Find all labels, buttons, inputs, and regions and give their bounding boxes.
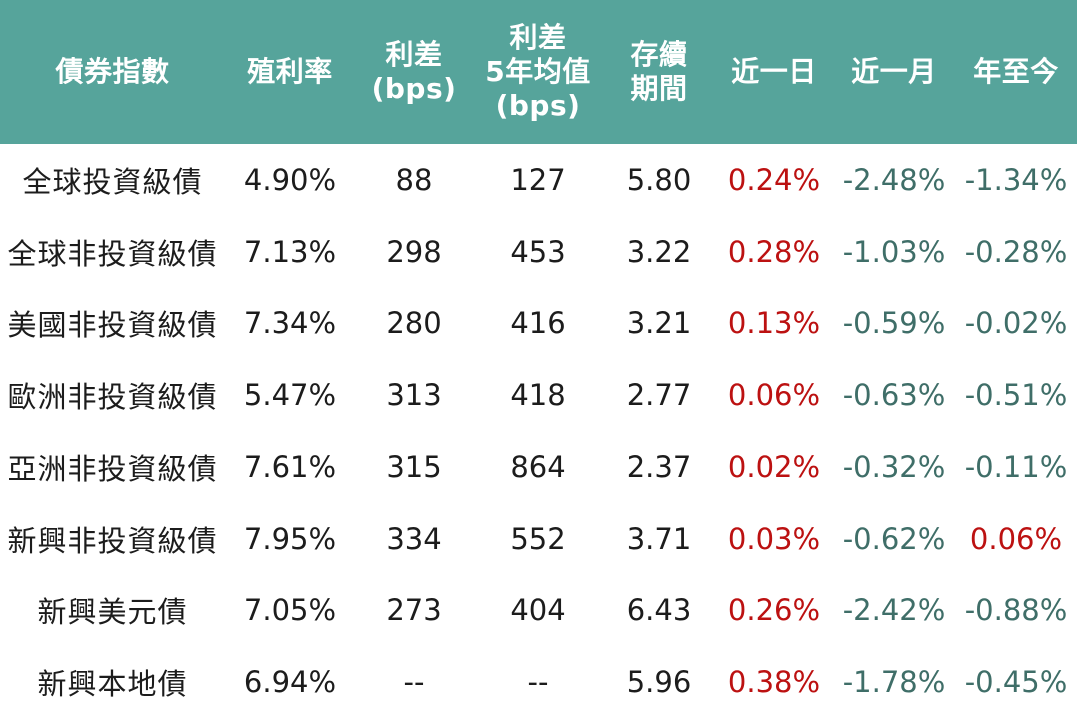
table-body: 全球投資級債 4.90% 88 127 5.80 0.24% -2.48% -1.34% 全球非… [0, 144, 1077, 718]
return-ytd-cell: 0.06% [969, 521, 1063, 556]
index-name-cell: 新興非投資級債 [7, 523, 218, 558]
spread-5y-avg-bps-cell: 864 [510, 449, 566, 484]
spread-5y-avg-bps-cell: -- [527, 665, 549, 700]
duration-cell: 5.80 [626, 162, 692, 197]
column-header-duration: 存續 期間 [603, 0, 715, 144]
column-header-spread-5y-avg-bps: 利差 5年均值 (bps) [473, 0, 603, 144]
table-row: 全球投資級債 4.90% 88 127 5.80 0.24% -2.48% -1.34% [0, 144, 1077, 216]
spread-5y-avg-bps-cell: 127 [510, 162, 566, 197]
table-row: 全球非投資級債 7.13% 298 453 3.22 0.28% -1.03% -0.28% [0, 216, 1077, 288]
index-name-cell: 歐洲非投資級債 [7, 380, 218, 415]
spread-bps-cell: 280 [386, 306, 442, 341]
duration-cell: 3.22 [626, 234, 692, 269]
duration-cell: 3.21 [626, 306, 692, 341]
column-header-return-1d: 近一日 [715, 0, 833, 144]
return-1m-cell: -0.62% [842, 521, 946, 556]
column-header-return-ytd: 年至今 [955, 0, 1077, 144]
return-ytd-cell: -0.51% [964, 378, 1068, 413]
return-1m-cell: -1.78% [842, 665, 946, 700]
table-header: 債券指數 殖利率 利差 (bps) 利差 5年均值 (bps) 存續 期間 近一日 近一月年… [0, 0, 1077, 144]
return-ytd-cell: -0.02% [964, 306, 1068, 341]
table-row: 新興本地債 6.94% -- -- 5.96 0.38% -1.78% -0.45% [0, 646, 1077, 718]
spread-bps-cell: 273 [386, 593, 442, 628]
return-1d-cell: 0.28% [727, 234, 821, 269]
table-row: 新興非投資級債 7.95% 334 552 3.71 0.03% -0.62% 0.06% [0, 503, 1077, 575]
duration-cell: 6.43 [626, 593, 692, 628]
return-1m-cell: -0.63% [842, 378, 946, 413]
index-name-cell: 新興本地債 [37, 667, 188, 702]
return-1d-cell: 0.24% [727, 162, 821, 197]
spread-bps-cell: 298 [386, 234, 442, 269]
yield-cell: 7.05% [243, 593, 337, 628]
return-ytd-cell: -0.28% [964, 234, 1068, 269]
yield-cell: 7.13% [243, 234, 337, 269]
table-row: 新興美元債 7.05% 273 404 6.43 0.26% -2.42% -0.88% [0, 575, 1077, 647]
duration-cell: 2.77 [626, 378, 692, 413]
table-row: 美國非投資級債 7.34% 280 416 3.21 0.13% -0.59% -0.02% [0, 288, 1077, 360]
yield-cell: 7.95% [243, 521, 337, 556]
index-name-cell: 全球非投資級債 [7, 236, 218, 271]
spread-bps-cell: 334 [386, 521, 442, 556]
column-header-index-name: 債券指數 [0, 0, 225, 144]
spread-bps-cell: -- [403, 665, 425, 700]
index-name-cell: 全球投資級債 [22, 164, 203, 199]
return-1d-cell: 0.26% [727, 593, 821, 628]
spread-5y-avg-bps-cell: 416 [510, 306, 566, 341]
spread-5y-avg-bps-cell: 418 [510, 378, 566, 413]
table-header-row: 債券指數 殖利率 利差 (bps) 利差 5年均值 (bps) 存續 期間 近一日 近一月年… [0, 0, 1077, 144]
spread-bps-cell: 313 [386, 378, 442, 413]
yield-cell: 7.34% [243, 306, 337, 341]
yield-cell: 6.94% [243, 665, 337, 700]
column-header-yield: 殖利率 [225, 0, 355, 144]
return-ytd-cell: -0.45% [964, 665, 1068, 700]
column-header-return-1m: 近一月 [833, 0, 955, 144]
index-name-cell: 亞洲非投資級債 [7, 451, 218, 486]
column-header-spread-bps: 利差 (bps) [355, 0, 473, 144]
duration-cell: 2.37 [626, 449, 692, 484]
return-1m-cell: -0.32% [842, 449, 946, 484]
spread-5y-avg-bps-cell: 404 [510, 593, 566, 628]
return-1d-cell: 0.03% [727, 521, 821, 556]
table-row: 亞洲非投資級債 7.61% 315 864 2.37 0.02% -0.32% -0.11% [0, 431, 1077, 503]
return-ytd-cell: -1.34% [964, 162, 1068, 197]
yield-cell: 7.61% [243, 449, 337, 484]
duration-cell: 5.96 [626, 665, 692, 700]
spread-5y-avg-bps-cell: 552 [510, 521, 566, 556]
spread-bps-cell: 88 [395, 162, 433, 197]
return-1m-cell: -2.48% [842, 162, 946, 197]
yield-cell: 5.47% [243, 378, 337, 413]
yield-cell: 4.90% [243, 162, 337, 197]
return-1d-cell: 0.13% [727, 306, 821, 341]
return-1m-cell: -1.03% [842, 234, 946, 269]
return-1d-cell: 0.02% [727, 449, 821, 484]
index-name-cell: 新興美元債 [37, 595, 188, 630]
return-ytd-cell: -0.11% [964, 449, 1068, 484]
duration-cell: 3.71 [626, 521, 692, 556]
return-1m-cell: -2.42% [842, 593, 946, 628]
return-1d-cell: 0.06% [727, 378, 821, 413]
index-name-cell: 美國非投資級債 [7, 308, 218, 343]
table-row: 歐洲非投資級債 5.47% 313 418 2.77 0.06% -0.63% -0.51% [0, 359, 1077, 431]
return-ytd-cell: -0.88% [964, 593, 1068, 628]
return-1m-cell: -0.59% [842, 306, 946, 341]
spread-bps-cell: 315 [386, 449, 442, 484]
spread-5y-avg-bps-cell: 453 [510, 234, 566, 269]
return-1d-cell: 0.38% [727, 665, 821, 700]
